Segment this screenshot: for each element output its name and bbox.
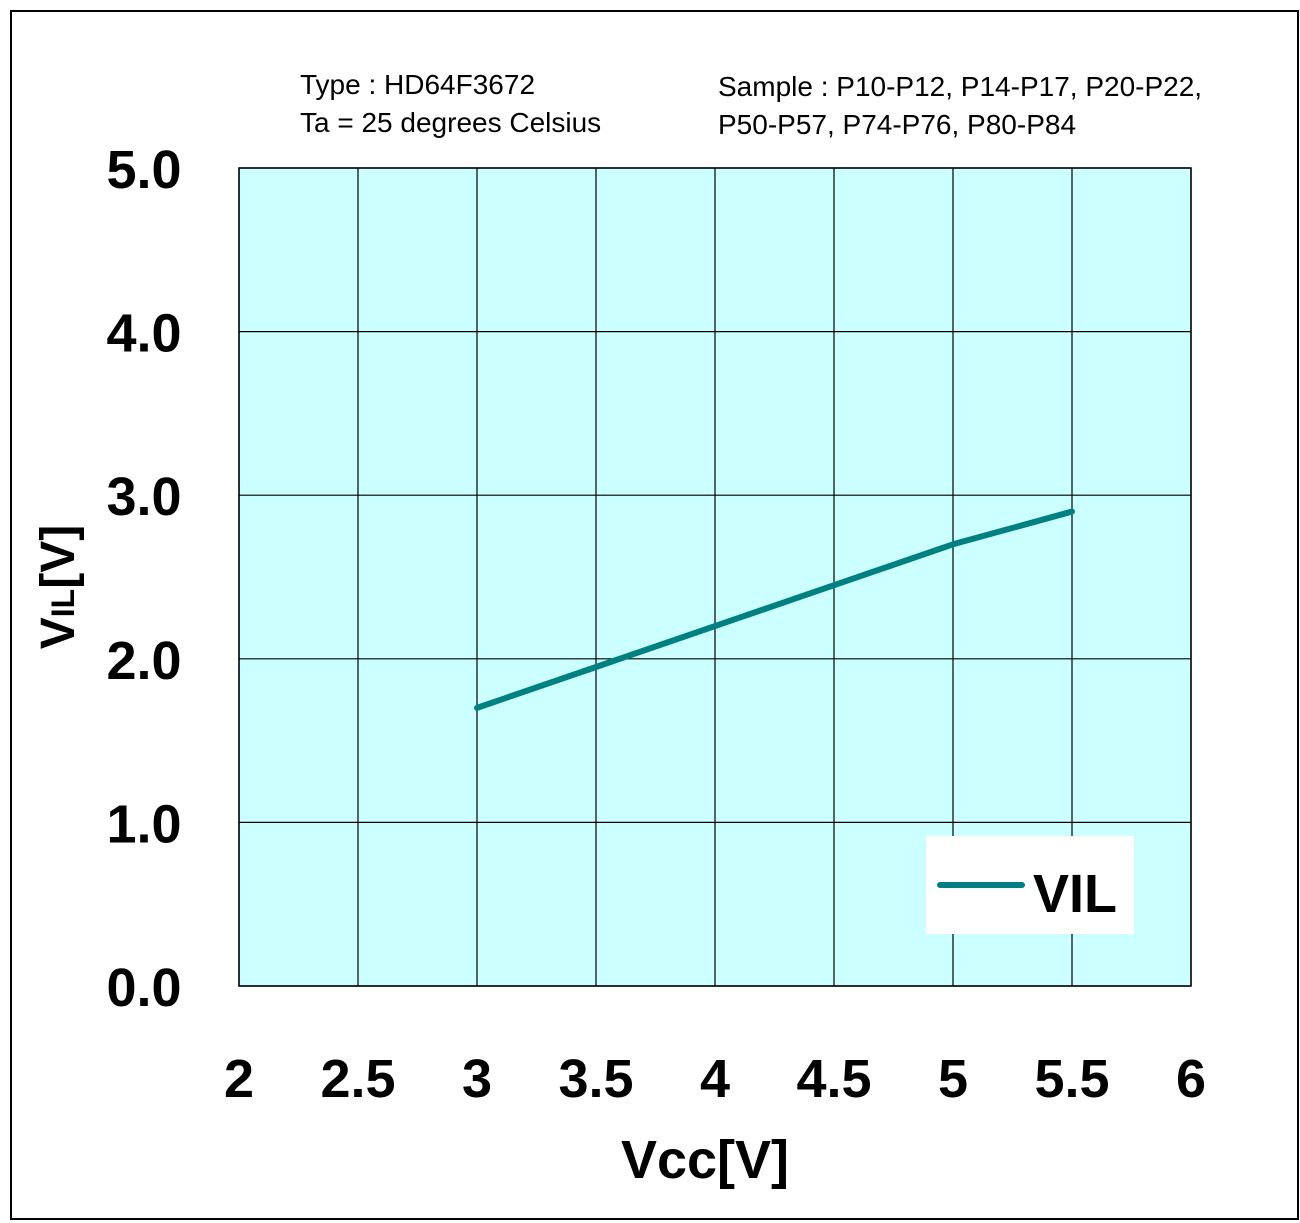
y-axis-title-main: V — [32, 617, 85, 649]
legend-label-vil: VIL — [1033, 864, 1117, 924]
legend: VIL — [926, 836, 1134, 934]
y-axis-ticks: 0.0 1.0 2.0 3.0 4.0 5.0 — [106, 140, 181, 1018]
y-tick-label-4: 4.0 — [106, 304, 181, 364]
x-tick-label-6: 5 — [938, 1049, 968, 1109]
x-tick-label-4: 4 — [700, 1049, 730, 1109]
x-tick-label-5: 4.5 — [796, 1049, 871, 1109]
x-tick-label-0: 2 — [224, 1049, 254, 1109]
y-tick-label-3: 3.0 — [106, 467, 181, 527]
x-tick-label-8: 6 — [1176, 1049, 1206, 1109]
x-tick-label-1: 2.5 — [320, 1049, 395, 1109]
y-tick-label-0: 0.0 — [106, 958, 181, 1018]
x-tick-label-3: 3.5 — [558, 1049, 633, 1109]
x-tick-label-2: 3 — [462, 1049, 492, 1109]
y-tick-label-1: 1.0 — [106, 794, 181, 854]
y-axis-title-sub: IL — [45, 589, 81, 617]
x-axis-ticks: 2 2.5 3 3.5 4 4.5 5 5.5 6 — [224, 1049, 1206, 1109]
y-axis-title-suffix: [V] — [32, 525, 85, 589]
y-tick-label-5: 5.0 — [106, 140, 181, 200]
x-tick-label-7: 5.5 — [1034, 1049, 1109, 1109]
y-axis-title: VIL[V] — [32, 525, 85, 649]
y-tick-label-2: 2.0 — [106, 631, 181, 691]
x-axis-title: Vcc[V] — [621, 1130, 789, 1190]
